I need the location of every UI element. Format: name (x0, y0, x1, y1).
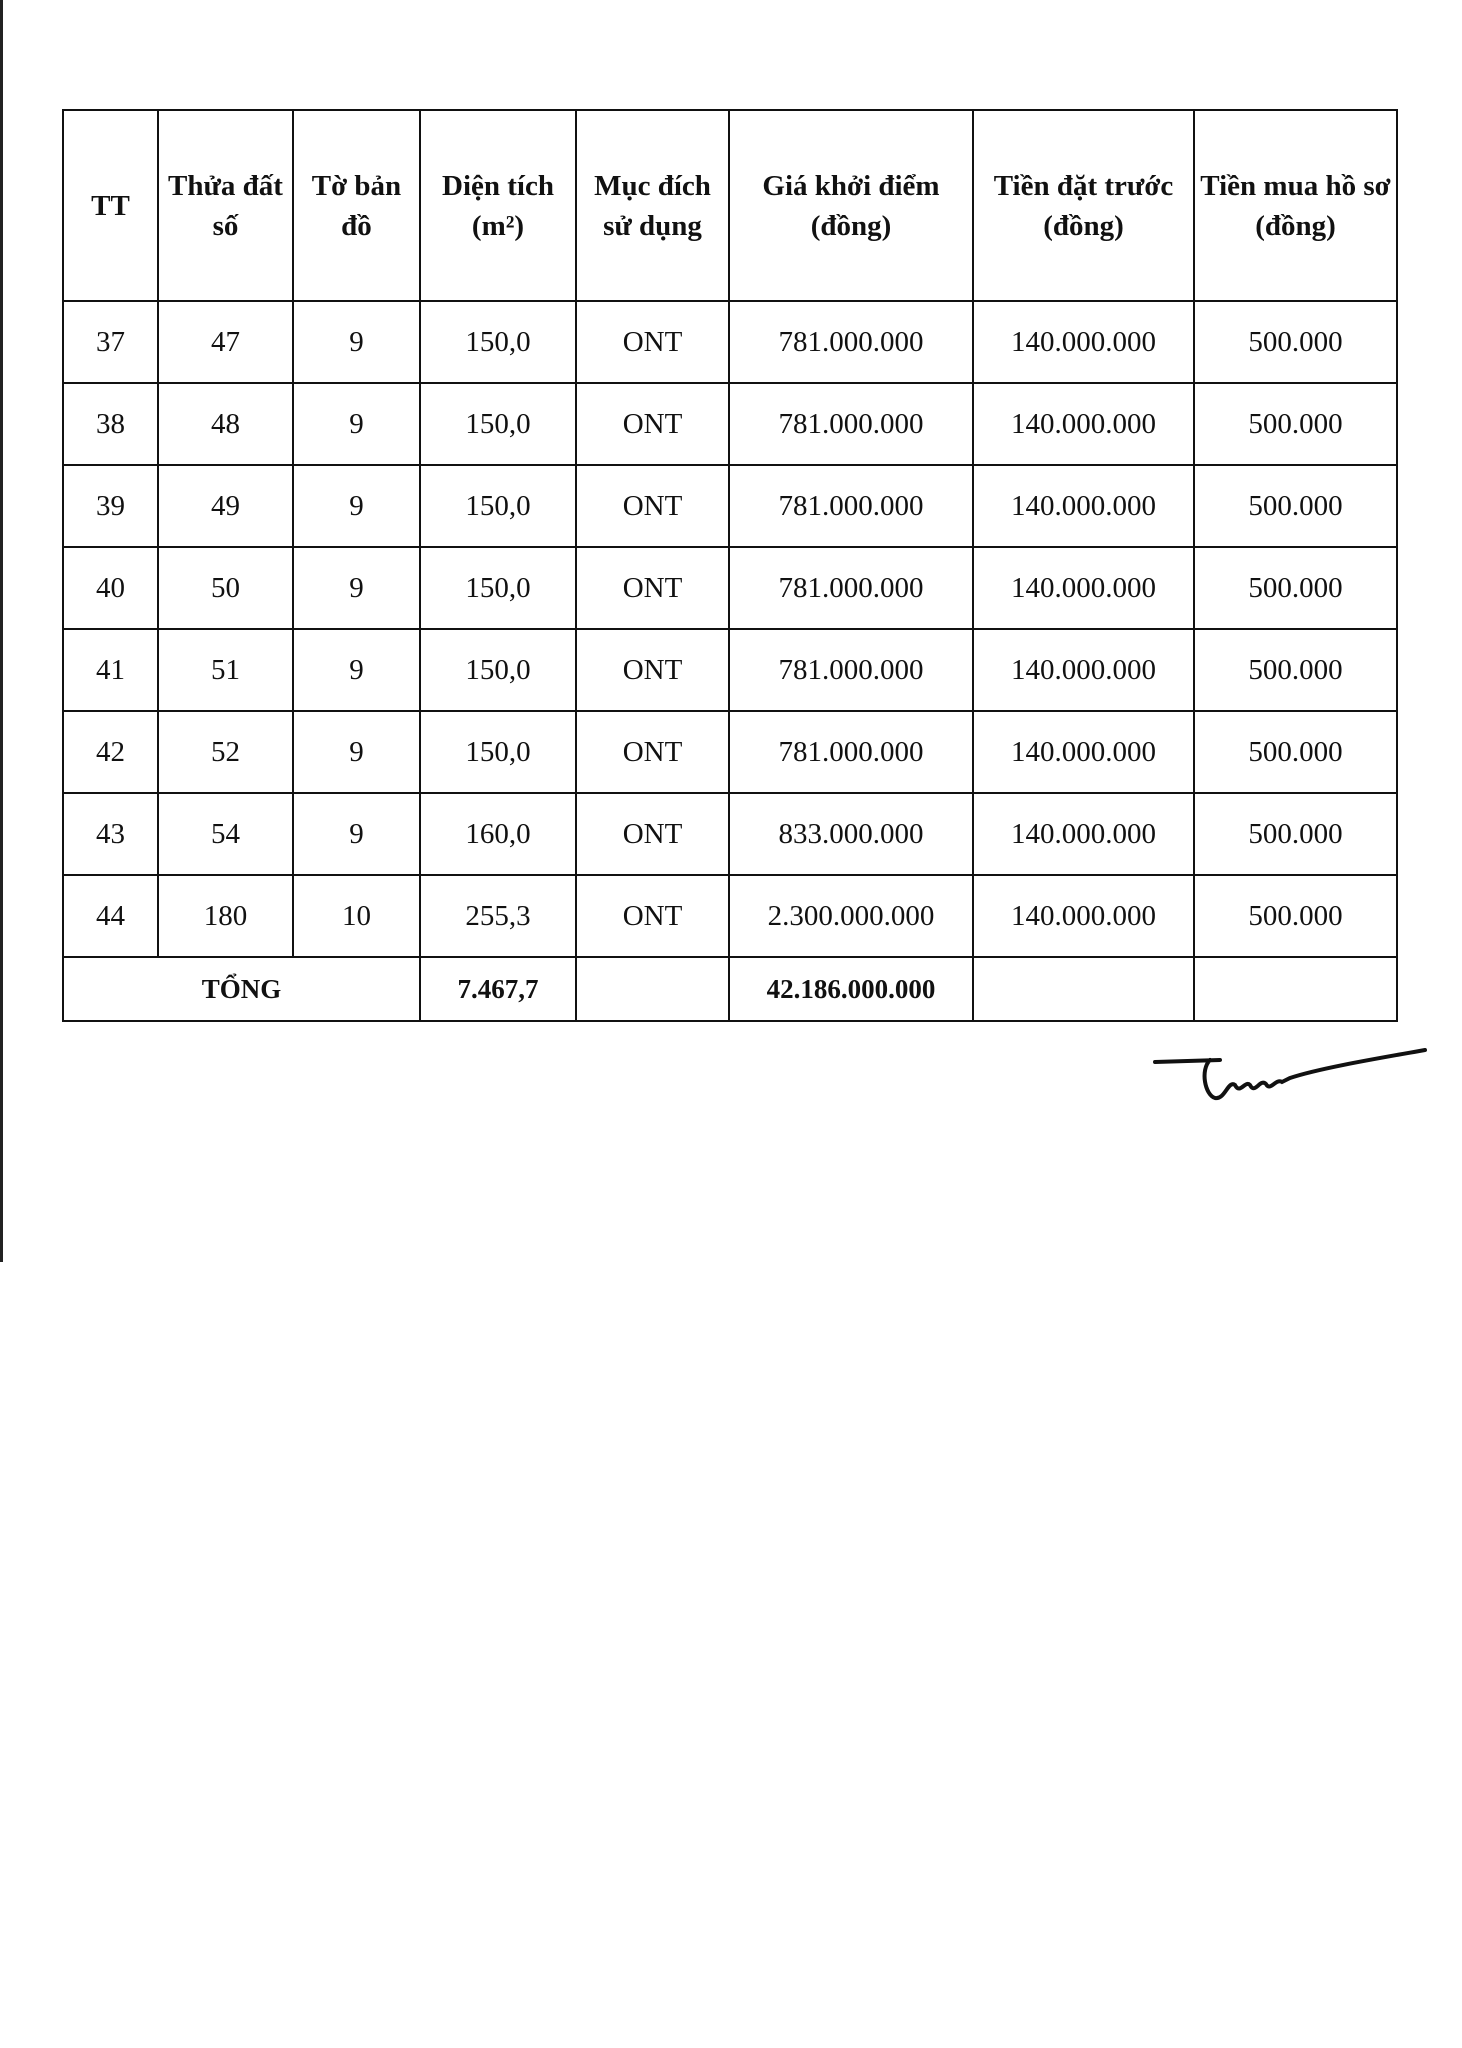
table-cell: 500.000 (1193, 628, 1398, 712)
table-cell: 150,0 (419, 546, 577, 630)
table-cell: 140.000.000 (972, 382, 1195, 466)
column-header: Thửa đất số (157, 109, 294, 302)
scan-edge (0, 0, 3, 1262)
column-header: Tiền mua hồ sơ (đồng) (1193, 109, 1398, 302)
column-header: Tờ bản đồ (292, 109, 421, 302)
total-label: TỔNG (62, 956, 421, 1022)
table-cell: 180 (157, 874, 294, 958)
table-cell: 2.300.000.000 (728, 874, 974, 958)
table-cell: 140.000.000 (972, 792, 1195, 876)
table-cell: 500.000 (1193, 300, 1398, 384)
table-row: 43 54 9 160,0 ONT 833.000.000 140.000.000 500.0… (62, 792, 1398, 876)
table-cell: 9 (292, 710, 421, 794)
table-cell: 9 (292, 382, 421, 466)
table-cell: 49 (157, 464, 294, 548)
table-cell: ONT (575, 464, 730, 548)
table-cell: 9 (292, 628, 421, 712)
table-cell: 160,0 (419, 792, 577, 876)
table-cell: ONT (575, 792, 730, 876)
table-cell: ONT (575, 628, 730, 712)
table-cell: 500.000 (1193, 792, 1398, 876)
table-cell: 42 (62, 710, 159, 794)
total-row: TỔNG 7.467,7 42.186.000.000 (62, 956, 1398, 1022)
table-cell: 47 (157, 300, 294, 384)
table-cell: 37 (62, 300, 159, 384)
table-row: 40 50 9 150,0 ONT 781.000.000 140.000.000 500.0… (62, 546, 1398, 630)
table-cell: 781.000.000 (728, 464, 974, 548)
table-row: 37 47 9 150,0 ONT 781.000.000 140.000.000 500.0… (62, 300, 1398, 384)
table-cell: 781.000.000 (728, 628, 974, 712)
total-area: 7.467,7 (419, 956, 577, 1022)
table-cell: ONT (575, 546, 730, 630)
table-row: 39 49 9 150,0 ONT 781.000.000 140.000.000 500.0… (62, 464, 1398, 548)
table-cell: 500.000 (1193, 710, 1398, 794)
total-empty (575, 956, 730, 1022)
table-cell: 9 (292, 300, 421, 384)
total-empty (1193, 956, 1398, 1022)
table-cell: 9 (292, 546, 421, 630)
table-cell: 41 (62, 628, 159, 712)
table-cell: 150,0 (419, 382, 577, 466)
table-cell: 54 (157, 792, 294, 876)
table-cell: 39 (62, 464, 159, 548)
table-cell: 10 (292, 874, 421, 958)
table-cell: 140.000.000 (972, 464, 1195, 548)
total-price: 42.186.000.000 (728, 956, 974, 1022)
table-cell: 150,0 (419, 628, 577, 712)
table-cell: 140.000.000 (972, 628, 1195, 712)
column-header: Tiền đặt trước (đồng) (972, 109, 1195, 302)
table-cell: 833.000.000 (728, 792, 974, 876)
table-cell: 51 (157, 628, 294, 712)
table-row: 41 51 9 150,0 ONT 781.000.000 140.000.000 500.0… (62, 628, 1398, 712)
table-cell: 500.000 (1193, 874, 1398, 958)
table-cell: 781.000.000 (728, 382, 974, 466)
table-cell: 40 (62, 546, 159, 630)
table-cell: 500.000 (1193, 464, 1398, 548)
table-cell: 255,3 (419, 874, 577, 958)
table-cell: ONT (575, 874, 730, 958)
table-cell: 48 (157, 382, 294, 466)
table-cell: 50 (157, 546, 294, 630)
signature (1153, 1048, 1427, 1101)
table-cell: 150,0 (419, 710, 577, 794)
table-cell: ONT (575, 382, 730, 466)
table-cell: 9 (292, 464, 421, 548)
table-cell: 140.000.000 (972, 300, 1195, 384)
table-cell: 44 (62, 874, 159, 958)
table-cell: 140.000.000 (972, 546, 1195, 630)
table-cell: ONT (575, 300, 730, 384)
total-empty (972, 956, 1195, 1022)
land-auction-table: TT Thửa đất số Tờ bản đồ Diện tích (m²) Mục … (62, 109, 1398, 1022)
table-cell: ONT (575, 710, 730, 794)
table-row: 44 180 10 255,3 ONT 2.300.000.000 140.000.000 5… (62, 874, 1398, 958)
table-cell: 140.000.000 (972, 710, 1195, 794)
table-cell: 781.000.000 (728, 546, 974, 630)
column-header: Giá khởi điểm (đồng) (728, 109, 974, 302)
table-cell: 500.000 (1193, 546, 1398, 630)
table-cell: 9 (292, 792, 421, 876)
table-cell: 43 (62, 792, 159, 876)
table-row: 38 48 9 150,0 ONT 781.000.000 140.000.000 500.0… (62, 382, 1398, 466)
table-cell: 150,0 (419, 300, 577, 384)
table-cell: 781.000.000 (728, 710, 974, 794)
table-cell: 150,0 (419, 464, 577, 548)
header-row: TT Thửa đất số Tờ bản đồ Diện tích (m²) Mục … (62, 109, 1398, 302)
table-row: 42 52 9 150,0 ONT 781.000.000 140.000.000 500.0… (62, 710, 1398, 794)
table-cell: 781.000.000 (728, 300, 974, 384)
table-cell: 52 (157, 710, 294, 794)
column-header: Diện tích (m²) (419, 109, 577, 302)
column-header: Mục đích sử dụng (575, 109, 730, 302)
column-header: TT (62, 109, 159, 302)
table-cell: 38 (62, 382, 159, 466)
table-cell: 140.000.000 (972, 874, 1195, 958)
table-cell: 500.000 (1193, 382, 1398, 466)
